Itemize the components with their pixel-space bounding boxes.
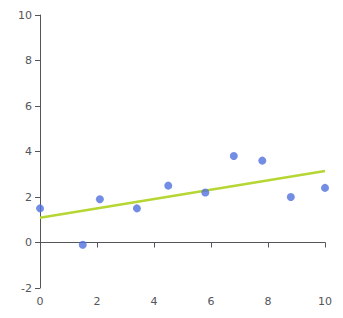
- svg-text:8: 8: [25, 54, 32, 67]
- svg-text:2: 2: [94, 295, 101, 308]
- svg-text:6: 6: [208, 295, 215, 308]
- svg-text:10: 10: [18, 9, 32, 22]
- svg-text:0: 0: [37, 295, 44, 308]
- svg-text:4: 4: [25, 145, 32, 158]
- svg-text:0: 0: [25, 236, 32, 249]
- svg-text:2: 2: [25, 191, 32, 204]
- svg-text:10: 10: [318, 295, 332, 308]
- svg-text:4: 4: [151, 295, 158, 308]
- svg-text:-2: -2: [21, 282, 32, 295]
- svg-text:8: 8: [265, 295, 272, 308]
- svg-text:6: 6: [25, 100, 32, 113]
